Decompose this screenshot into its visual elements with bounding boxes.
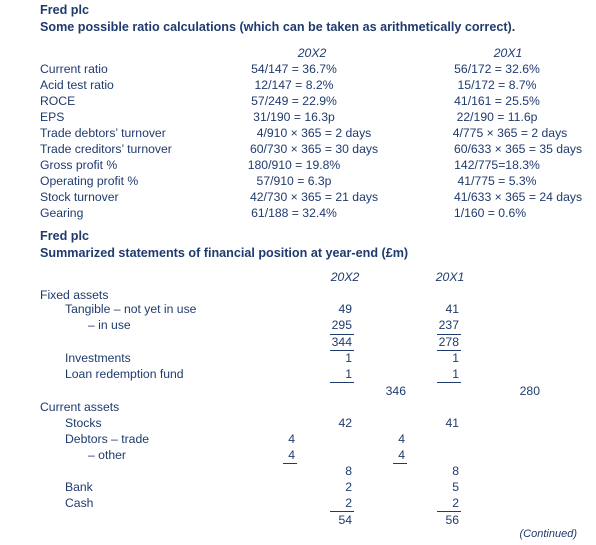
tangible-total-20x2: 344 <box>331 335 352 349</box>
sfp-company-title: Fred plc <box>40 229 89 243</box>
investments-label: Investments <box>65 351 131 365</box>
continued-note: (Continued) <box>519 528 577 540</box>
fixed-assets-label: Fixed assets <box>40 288 109 302</box>
ratios-heading: Some possible ratio calculations (which … <box>40 20 516 34</box>
loan-20x2: 1 <box>345 367 352 381</box>
fixed-total-20x1: 280 <box>519 384 540 398</box>
debtors-other-20x1: 4 <box>398 448 405 462</box>
rule <box>283 463 297 464</box>
rule <box>437 334 461 335</box>
ratio-label: Current ratio <box>40 62 108 76</box>
ratio-value-20x2: 54/147 = 36.7% <box>251 62 337 76</box>
tangible-total-20x1: 278 <box>438 335 459 349</box>
ratio-value-20x1: 142/775=18.3% <box>454 158 540 172</box>
ratio-value-20x1: 56/172 = 32.6% <box>454 62 540 76</box>
debtors-other-label: – other <box>88 448 126 462</box>
stocks-label: Stocks <box>65 416 102 430</box>
ratio-value-20x1: 41/161 = 25.5% <box>454 94 540 108</box>
bank-label: Bank <box>65 480 93 494</box>
ratios-col-20x1: 20X1 <box>493 46 523 60</box>
ratio-value-20x2: 180/910 = 19.8% <box>247 158 341 172</box>
in-use-20x1: 237 <box>438 318 459 332</box>
ratio-value-20x2: 31/190 = 16.3p <box>253 110 335 124</box>
debtors-trade-20x1: 4 <box>398 432 405 446</box>
debtors-total-20x2: 8 <box>345 464 352 478</box>
ratio-label: EPS <box>40 110 65 124</box>
rule <box>437 350 461 351</box>
rule <box>330 334 354 335</box>
ratio-value-20x2: 42/730 × 365 = 21 days <box>249 190 379 204</box>
tangible-20x2: 49 <box>338 302 352 316</box>
ratio-label: Operating profit % <box>40 174 139 188</box>
sfp-heading: Summarized statements of financial posit… <box>40 246 409 260</box>
investments-20x1: 1 <box>452 351 459 365</box>
bank-20x2: 2 <box>345 480 352 494</box>
ratio-value-20x2: 4/910 × 365 = 2 days <box>256 126 372 140</box>
debtors-other-20x2: 4 <box>288 448 295 462</box>
tangible-label: Tangible – not yet in use <box>65 302 197 316</box>
ratio-value-20x2: 61/188 = 32.4% <box>251 206 337 220</box>
in-use-label: – in use <box>88 318 131 332</box>
current-assets-label: Current assets <box>40 400 120 414</box>
ratio-value-20x1: 4/775 × 365 = 2 days <box>452 126 568 140</box>
ratio-value-20x2: 60/730 × 365 = 30 days <box>249 142 379 156</box>
investments-20x2: 1 <box>345 351 352 365</box>
rule <box>437 511 461 512</box>
ratios-col-20x2: 20X2 <box>297 46 327 60</box>
cash-20x2: 2 <box>345 496 352 510</box>
stocks-20x2: 42 <box>338 416 352 430</box>
ratio-label: Gross profit % <box>40 158 118 172</box>
ratio-value-20x1: 22/190 = 11.6p <box>456 110 538 124</box>
ratio-value-20x1: 41/775 = 5.3% <box>457 174 537 188</box>
stocks-20x1: 41 <box>445 416 459 430</box>
ratio-label: Gearing <box>40 206 84 220</box>
debtors-trade-20x2: 4 <box>288 432 295 446</box>
ratio-value-20x1: 1/160 = 0.6% <box>453 206 527 220</box>
sfp-col-20x1: 20X1 <box>435 270 465 284</box>
debtors-total-20x1: 8 <box>452 464 459 478</box>
rule <box>330 511 354 512</box>
current-total-20x1: 56 <box>445 513 459 527</box>
ratio-label: Acid test ratio <box>40 78 114 92</box>
in-use-20x2: 295 <box>331 318 352 332</box>
bank-20x1: 5 <box>452 480 459 494</box>
loan-label: Loan redemption fund <box>65 367 184 381</box>
ratio-value-20x2: 57/910 = 6.3p <box>256 174 332 188</box>
current-total-20x2: 54 <box>338 513 352 527</box>
ratio-value-20x1: 41/633 × 365 = 24 days <box>453 190 583 204</box>
ratio-label: ROCE <box>40 94 76 108</box>
tangible-20x1: 41 <box>445 302 459 316</box>
ratio-label: Trade creditors’ turnover <box>40 142 172 156</box>
ratio-value-20x1: 15/172 = 8.7% <box>457 78 537 92</box>
rule <box>393 463 407 464</box>
ratio-value-20x1: 60/633 × 365 = 35 days <box>453 142 583 156</box>
debtors-trade-label: Debtors – trade <box>65 432 150 446</box>
ratios-company-title: Fred plc <box>40 3 89 17</box>
ratio-label: Stock turnover <box>40 190 119 204</box>
loan-20x1: 1 <box>452 367 459 381</box>
rule <box>437 382 461 383</box>
cash-label: Cash <box>65 496 94 510</box>
ratio-label: Trade debtors’ turnover <box>40 126 166 140</box>
ratio-value-20x2: 57/249 = 22.9% <box>251 94 337 108</box>
cash-20x1: 2 <box>452 496 459 510</box>
ratio-value-20x2: 12/147 = 8.2% <box>254 78 334 92</box>
sfp-col-20x2: 20X2 <box>330 270 360 284</box>
fixed-total-20x2: 346 <box>385 384 406 398</box>
rule <box>330 382 354 383</box>
rule <box>330 350 354 351</box>
